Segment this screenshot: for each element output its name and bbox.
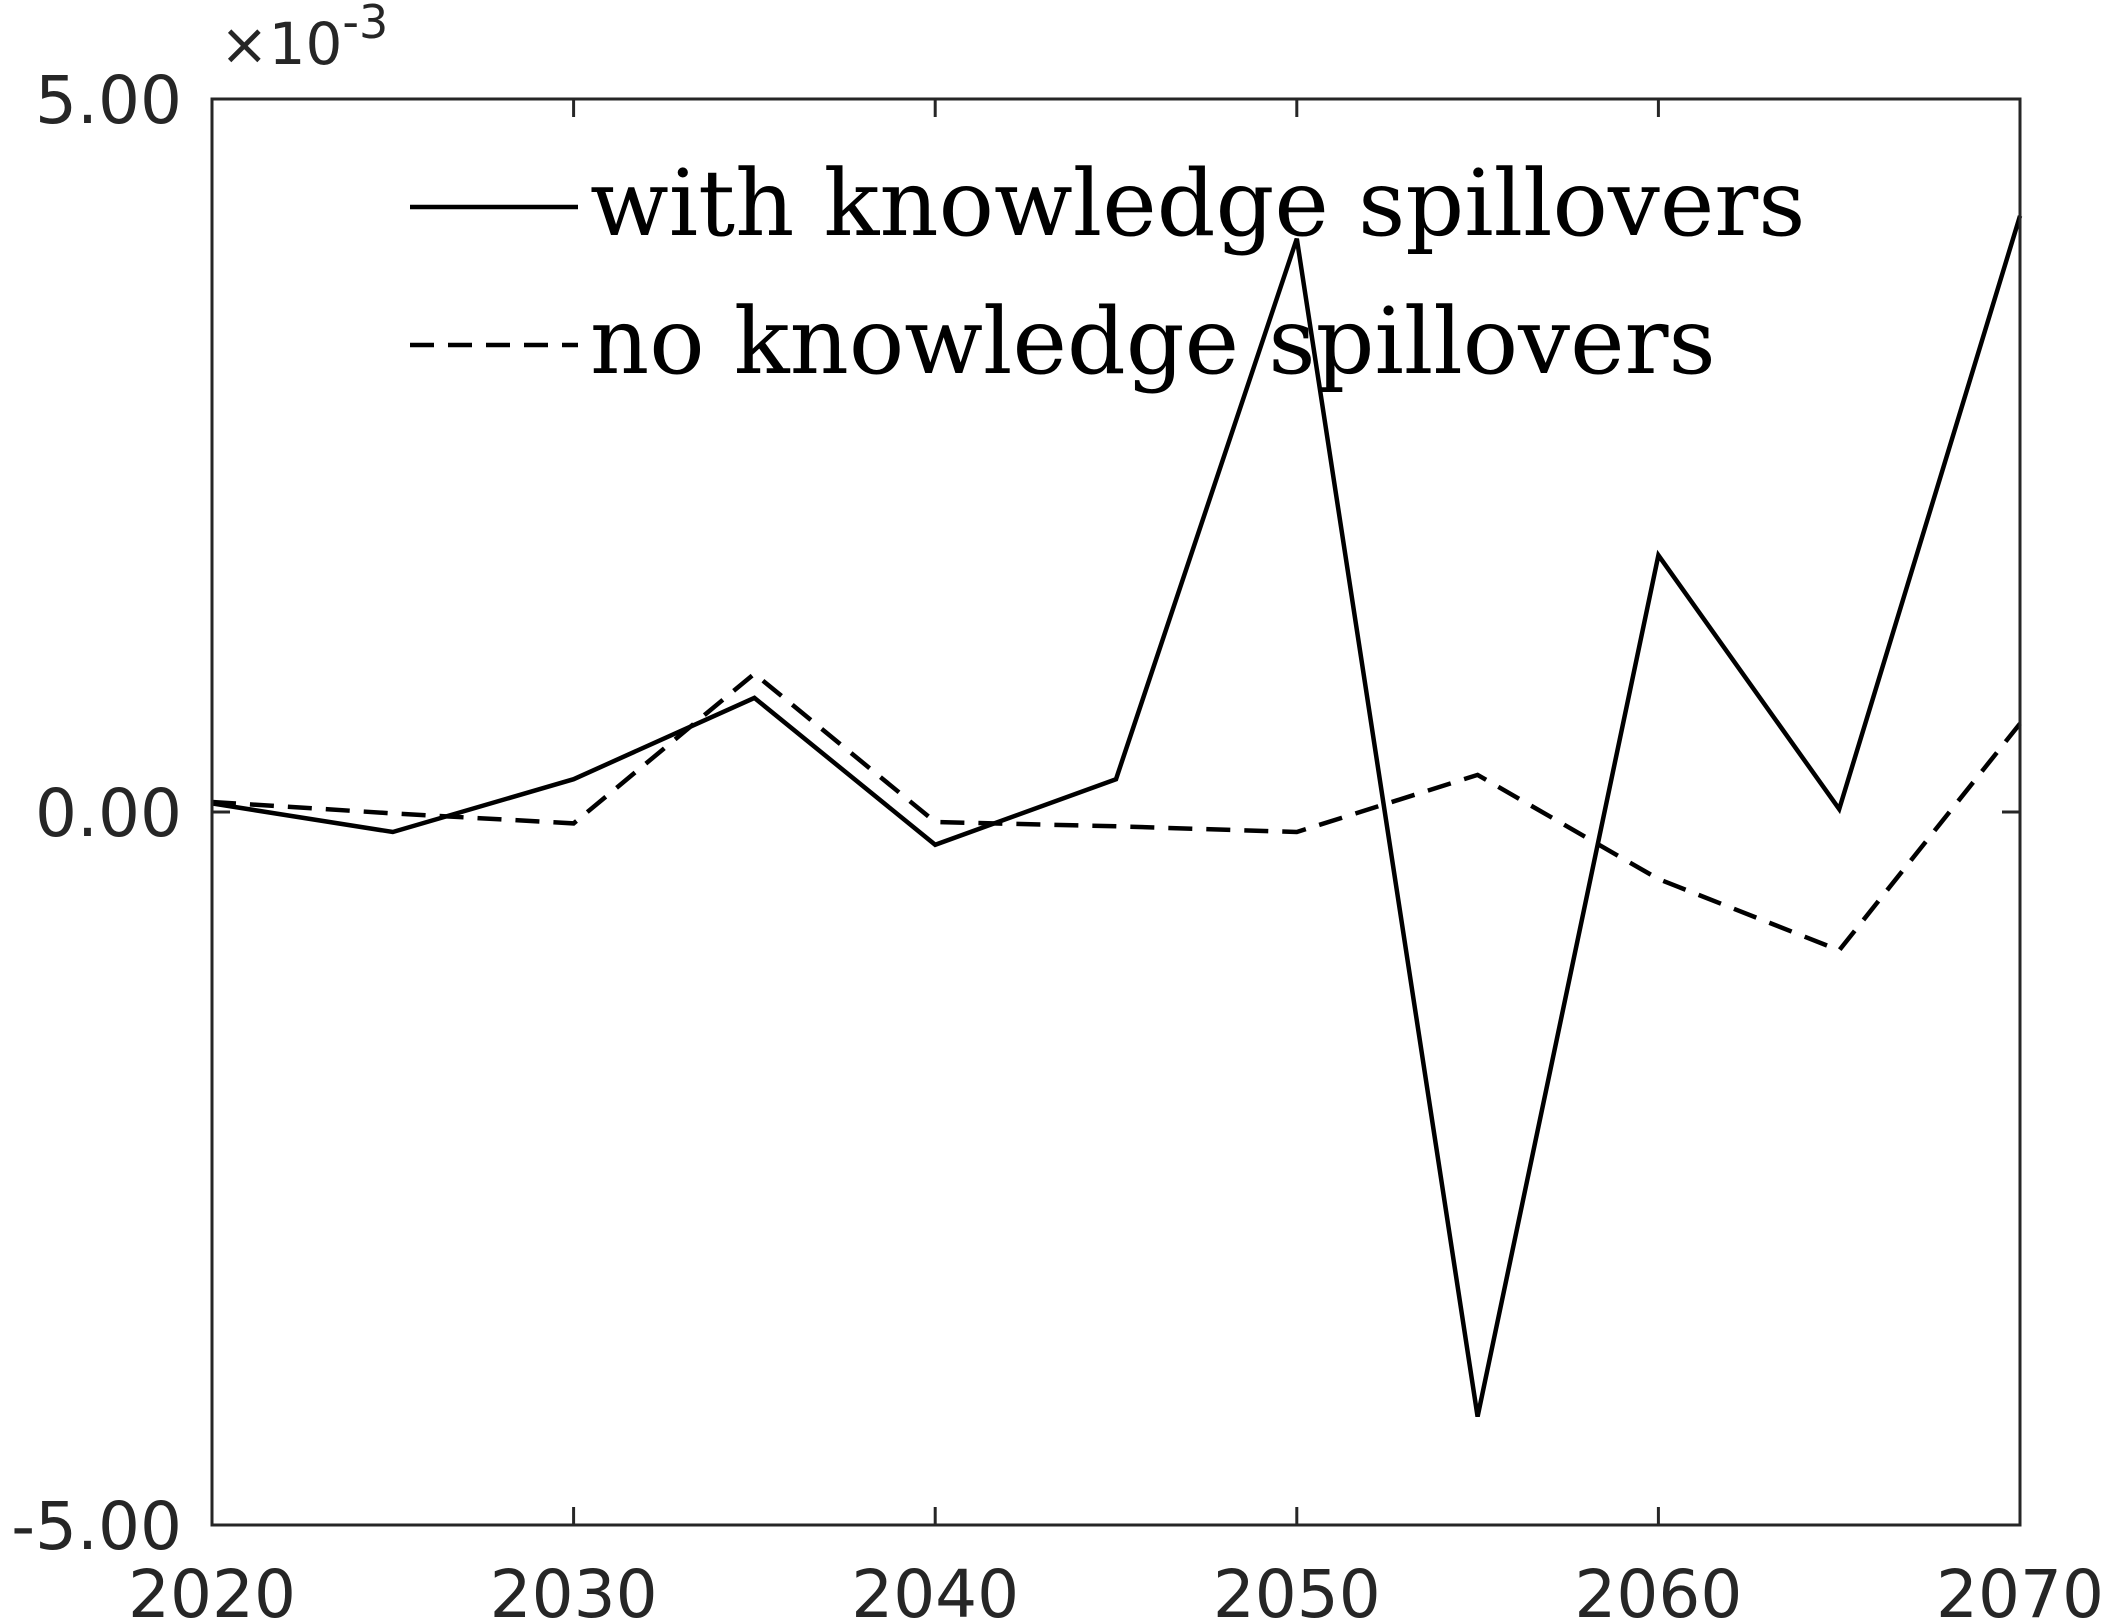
y-tick-label: 5.00 xyxy=(35,62,182,139)
x-tick-label: 2070 xyxy=(1936,1556,2104,1622)
plot-frame xyxy=(210,97,2022,1527)
y-tick-label: 0.00 xyxy=(35,775,182,852)
legend-label: no knowledge spillovers xyxy=(590,288,1716,395)
legend-label: with knowledge spillovers xyxy=(590,150,1806,257)
y-exponent-power: -3 xyxy=(342,0,388,49)
labels-layer: 2020 2030 2040 2050 2060 2070 -5.00 0.00 5.00 ×10… xyxy=(11,0,2104,1622)
y-exponent-label: ×10-3 xyxy=(220,0,388,78)
legend: with knowledge spillovers no knowledge sp… xyxy=(410,150,1806,395)
y-exponent-base: ×10 xyxy=(220,10,342,78)
series-line-with-spillovers xyxy=(211,215,2023,1418)
x-tick-label: 2050 xyxy=(1213,1556,1381,1622)
series-line-no-spillovers xyxy=(211,670,2022,954)
x-tick-label: 2030 xyxy=(490,1556,658,1622)
x-tick-label: 2040 xyxy=(851,1556,1019,1622)
y-tick-label: -5.00 xyxy=(11,1488,182,1565)
x-tick-label: 2020 xyxy=(128,1556,296,1622)
x-tick-label: 2060 xyxy=(1574,1556,1742,1622)
series-layer xyxy=(211,215,2023,1418)
